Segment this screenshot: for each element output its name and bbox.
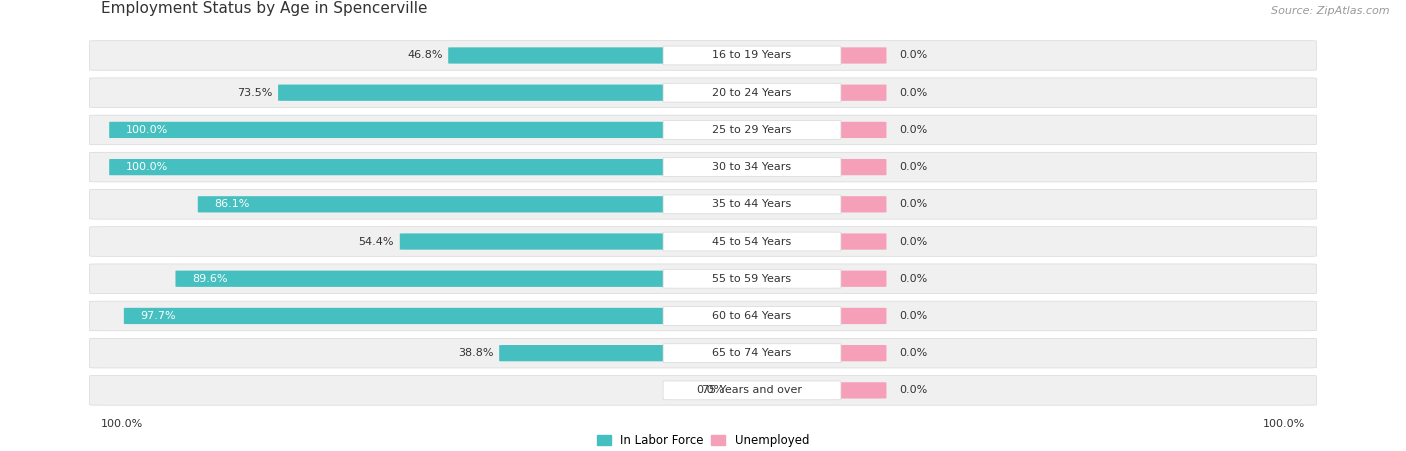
FancyBboxPatch shape — [499, 345, 758, 361]
FancyBboxPatch shape — [399, 234, 758, 250]
FancyBboxPatch shape — [90, 376, 1316, 405]
Text: 100.0%: 100.0% — [127, 125, 169, 135]
Text: 0.0%: 0.0% — [898, 348, 928, 358]
FancyBboxPatch shape — [124, 308, 758, 324]
FancyBboxPatch shape — [749, 382, 886, 399]
FancyBboxPatch shape — [90, 152, 1316, 182]
FancyBboxPatch shape — [664, 381, 841, 400]
Text: 46.8%: 46.8% — [408, 51, 443, 60]
Text: 86.1%: 86.1% — [215, 199, 250, 209]
Text: 55 to 59 Years: 55 to 59 Years — [713, 274, 792, 284]
Text: 100.0%: 100.0% — [101, 419, 143, 429]
FancyBboxPatch shape — [90, 41, 1316, 70]
FancyBboxPatch shape — [749, 271, 886, 287]
Text: 65 to 74 Years: 65 to 74 Years — [713, 348, 792, 358]
FancyBboxPatch shape — [198, 196, 758, 212]
FancyBboxPatch shape — [664, 307, 841, 325]
FancyBboxPatch shape — [664, 232, 841, 251]
FancyBboxPatch shape — [749, 159, 886, 175]
Text: 0.0%: 0.0% — [898, 385, 928, 396]
Text: 30 to 34 Years: 30 to 34 Years — [713, 162, 792, 172]
FancyBboxPatch shape — [664, 269, 841, 288]
Text: 60 to 64 Years: 60 to 64 Years — [713, 311, 792, 321]
FancyBboxPatch shape — [749, 47, 886, 64]
Text: 0.0%: 0.0% — [898, 51, 928, 60]
Text: 25 to 29 Years: 25 to 29 Years — [713, 125, 792, 135]
FancyBboxPatch shape — [90, 264, 1316, 294]
FancyBboxPatch shape — [90, 115, 1316, 145]
Text: 100.0%: 100.0% — [127, 162, 169, 172]
Text: 0.0%: 0.0% — [898, 236, 928, 247]
Text: 45 to 54 Years: 45 to 54 Years — [713, 236, 792, 247]
FancyBboxPatch shape — [110, 159, 758, 175]
Text: 0.0%: 0.0% — [898, 274, 928, 284]
FancyBboxPatch shape — [749, 345, 886, 361]
FancyBboxPatch shape — [664, 83, 841, 102]
FancyBboxPatch shape — [664, 46, 841, 65]
FancyBboxPatch shape — [749, 85, 886, 101]
FancyBboxPatch shape — [110, 122, 758, 138]
FancyBboxPatch shape — [449, 47, 758, 64]
FancyBboxPatch shape — [664, 195, 841, 214]
Text: 0.0%: 0.0% — [696, 385, 724, 396]
FancyBboxPatch shape — [749, 122, 886, 138]
Text: 0.0%: 0.0% — [898, 87, 928, 98]
FancyBboxPatch shape — [90, 78, 1316, 107]
Text: 0.0%: 0.0% — [898, 125, 928, 135]
Text: 73.5%: 73.5% — [238, 87, 273, 98]
FancyBboxPatch shape — [749, 196, 886, 212]
FancyBboxPatch shape — [90, 189, 1316, 219]
Legend: In Labor Force, Unemployed: In Labor Force, Unemployed — [592, 429, 814, 451]
Text: 20 to 24 Years: 20 to 24 Years — [713, 87, 792, 98]
Text: 89.6%: 89.6% — [193, 274, 228, 284]
Text: 75 Years and over: 75 Years and over — [702, 385, 801, 396]
Text: 0.0%: 0.0% — [898, 162, 928, 172]
Text: Source: ZipAtlas.com: Source: ZipAtlas.com — [1271, 6, 1389, 16]
FancyBboxPatch shape — [176, 271, 758, 287]
Text: 0.0%: 0.0% — [898, 311, 928, 321]
FancyBboxPatch shape — [278, 85, 758, 101]
FancyBboxPatch shape — [90, 301, 1316, 331]
Text: 54.4%: 54.4% — [359, 236, 394, 247]
Text: 35 to 44 Years: 35 to 44 Years — [713, 199, 792, 209]
FancyBboxPatch shape — [749, 234, 886, 250]
FancyBboxPatch shape — [90, 227, 1316, 256]
Text: 16 to 19 Years: 16 to 19 Years — [713, 51, 792, 60]
Text: 100.0%: 100.0% — [1263, 419, 1305, 429]
FancyBboxPatch shape — [664, 158, 841, 176]
Text: 97.7%: 97.7% — [141, 311, 176, 321]
FancyBboxPatch shape — [664, 120, 841, 139]
FancyBboxPatch shape — [749, 308, 886, 324]
FancyBboxPatch shape — [90, 338, 1316, 368]
Text: 0.0%: 0.0% — [898, 199, 928, 209]
Text: Employment Status by Age in Spencerville: Employment Status by Age in Spencerville — [101, 1, 427, 16]
FancyBboxPatch shape — [664, 344, 841, 363]
Text: 38.8%: 38.8% — [458, 348, 494, 358]
